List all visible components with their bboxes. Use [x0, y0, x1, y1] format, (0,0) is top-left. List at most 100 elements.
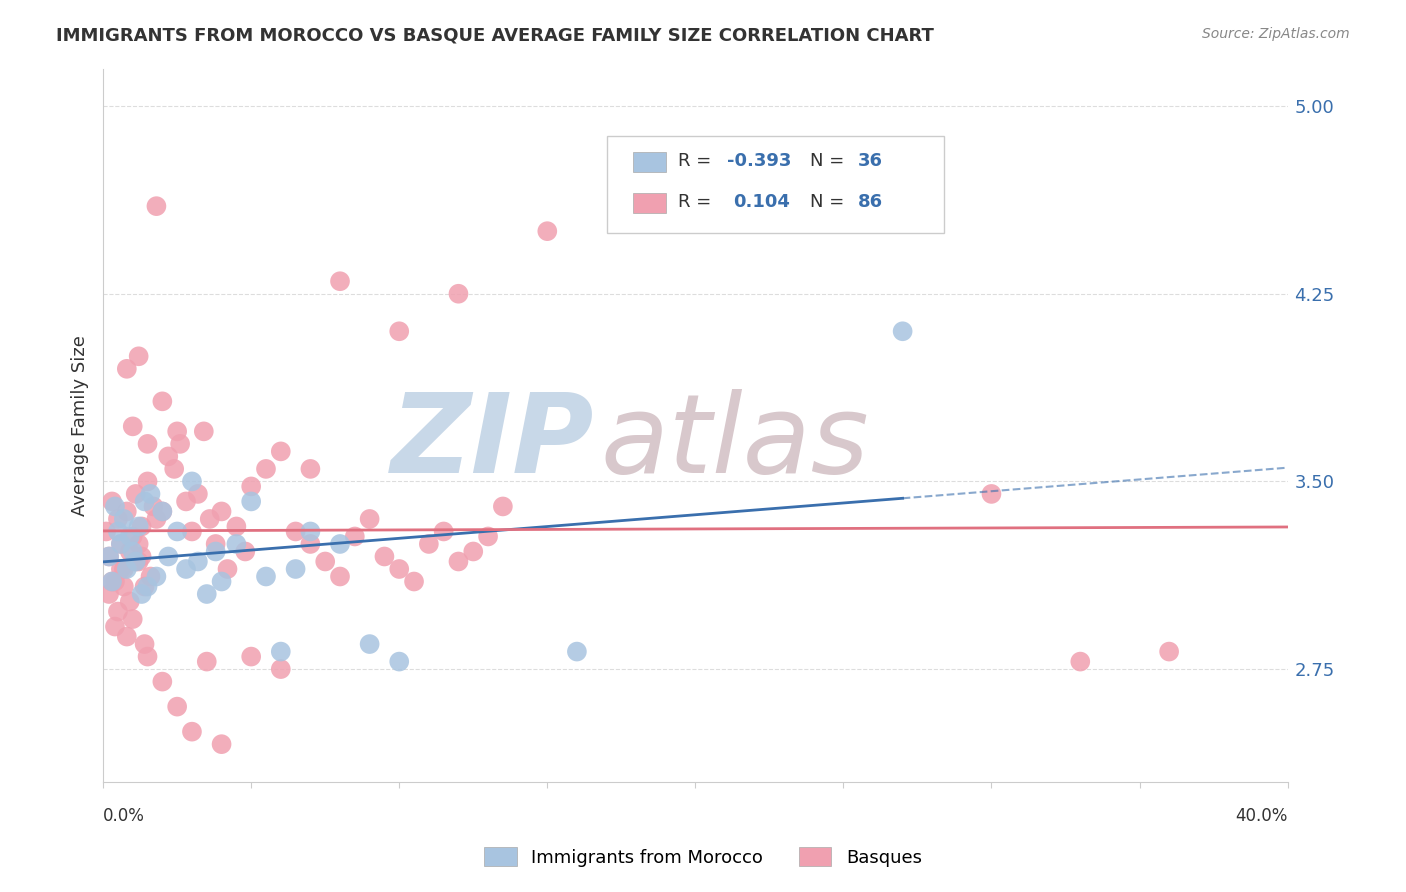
Point	[121, 612, 143, 626]
Text: Source: ZipAtlas.com: Source: ZipAtlas.com	[1202, 27, 1350, 41]
Text: 86: 86	[858, 193, 883, 211]
Point	[181, 524, 204, 539]
Point	[181, 475, 204, 489]
Point	[112, 512, 135, 526]
Point	[145, 569, 167, 583]
Point	[128, 554, 150, 568]
Point	[225, 519, 247, 533]
Point	[142, 500, 165, 514]
Point	[329, 274, 352, 288]
Text: 40.0%: 40.0%	[1236, 807, 1288, 825]
Point	[195, 655, 218, 669]
Point	[115, 630, 138, 644]
Point	[284, 524, 307, 539]
FancyBboxPatch shape	[606, 136, 943, 233]
Point	[477, 529, 499, 543]
Point	[125, 554, 148, 568]
Point	[187, 554, 209, 568]
Point	[536, 224, 558, 238]
Point	[388, 655, 411, 669]
Point	[110, 537, 132, 551]
Point	[329, 537, 352, 551]
Point	[359, 512, 381, 526]
Point	[240, 494, 263, 508]
Point	[891, 324, 914, 338]
Point	[195, 587, 218, 601]
Point	[128, 537, 150, 551]
Point	[104, 500, 127, 514]
Point	[107, 512, 129, 526]
Point	[447, 286, 470, 301]
Text: 0.0%: 0.0%	[103, 807, 145, 825]
Point	[101, 574, 124, 589]
Legend: Immigrants from Morocco, Basques: Immigrants from Morocco, Basques	[477, 840, 929, 874]
Point	[134, 494, 156, 508]
Text: 36: 36	[858, 152, 883, 169]
Point	[134, 637, 156, 651]
Point	[204, 537, 226, 551]
Point	[112, 580, 135, 594]
Text: IMMIGRANTS FROM MOROCCO VS BASQUE AVERAGE FAMILY SIZE CORRELATION CHART: IMMIGRANTS FROM MOROCCO VS BASQUE AVERAG…	[56, 27, 934, 45]
Point	[125, 554, 148, 568]
Point	[447, 554, 470, 568]
Point	[1069, 655, 1091, 669]
Y-axis label: Average Family Size: Average Family Size	[72, 334, 89, 516]
Text: atlas: atlas	[600, 390, 869, 497]
Point	[110, 562, 132, 576]
Point	[115, 361, 138, 376]
Point	[131, 519, 153, 533]
Point	[163, 462, 186, 476]
Point	[107, 524, 129, 539]
Point	[299, 537, 322, 551]
Point	[118, 544, 141, 558]
Point	[211, 737, 233, 751]
Point	[166, 699, 188, 714]
Point	[134, 580, 156, 594]
Point	[174, 494, 197, 508]
Point	[136, 437, 159, 451]
Point	[240, 479, 263, 493]
Point	[131, 549, 153, 564]
Point	[145, 512, 167, 526]
Point	[150, 394, 173, 409]
Point	[150, 504, 173, 518]
FancyBboxPatch shape	[633, 194, 665, 213]
Point	[329, 569, 352, 583]
Point	[166, 524, 188, 539]
Text: N =: N =	[810, 193, 851, 211]
Point	[145, 199, 167, 213]
Point	[128, 519, 150, 533]
Point	[98, 549, 121, 564]
Point	[492, 500, 515, 514]
Point	[157, 450, 180, 464]
Point	[128, 349, 150, 363]
Point	[1159, 644, 1181, 658]
Point	[112, 562, 135, 576]
Text: 0.104: 0.104	[734, 193, 790, 211]
Point	[388, 324, 411, 338]
Point	[211, 574, 233, 589]
Point	[299, 524, 322, 539]
Point	[150, 504, 173, 518]
Point	[150, 674, 173, 689]
Point	[211, 504, 233, 518]
Point	[104, 619, 127, 633]
Point	[204, 544, 226, 558]
Point	[125, 487, 148, 501]
Point	[98, 587, 121, 601]
Point	[115, 504, 138, 518]
Point	[225, 537, 247, 551]
FancyBboxPatch shape	[633, 152, 665, 172]
Point	[131, 587, 153, 601]
Point	[284, 562, 307, 576]
Point	[240, 649, 263, 664]
Point	[101, 574, 124, 589]
Point	[118, 594, 141, 608]
Point	[139, 569, 162, 583]
Point	[198, 512, 221, 526]
Point	[110, 537, 132, 551]
Text: R =: R =	[678, 193, 723, 211]
Point	[107, 605, 129, 619]
Point	[118, 529, 141, 543]
Point	[270, 644, 292, 658]
